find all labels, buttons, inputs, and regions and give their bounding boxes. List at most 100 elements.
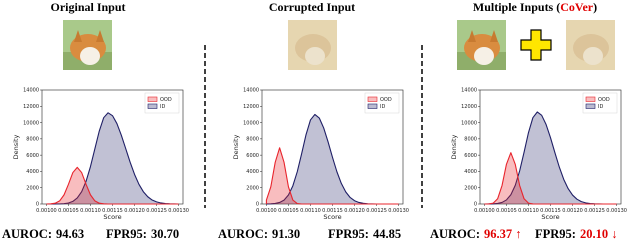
y-tick-label: 10000 — [23, 120, 39, 126]
title-part: Original Input — [50, 0, 125, 14]
x-tick-label: 0.00100 — [36, 208, 57, 214]
panel-title: Corrupted Input — [269, 0, 355, 14]
y-axis-label: Density — [12, 134, 20, 159]
y-tick-label: 0 — [474, 202, 477, 208]
x-tick-label: 0.00115 — [540, 208, 561, 214]
metric-value: 44.85 — [373, 227, 401, 241]
y-tick-label: 0 — [256, 202, 259, 208]
metric-label: AUROC: — [2, 227, 52, 241]
fpr95: FPR95: 30.70 — [106, 227, 179, 241]
x-axis-label: Score — [103, 213, 121, 221]
legend-swatch — [147, 96, 158, 102]
auroc: AUROC: 91.30 — [218, 227, 300, 241]
x-tick-label: 0.00105 — [496, 208, 517, 214]
plus-icon — [520, 29, 552, 61]
legend-swatch — [147, 103, 158, 109]
y-tick-label: 14000 — [23, 88, 39, 94]
corrupted-image — [288, 20, 337, 70]
metric-value: 30.70 — [151, 227, 179, 241]
y-tick-label: 10000 — [461, 120, 477, 126]
legend-label: OOD — [598, 97, 610, 103]
auroc: AUROC: 96.37 ↑ — [430, 227, 522, 241]
y-tick-label: 0 — [36, 202, 39, 208]
auroc: AUROC: 94.63 — [2, 227, 84, 241]
x-axis-label: Score — [541, 213, 559, 221]
legend-swatch — [585, 103, 596, 109]
metric-label: FPR95: — [106, 227, 147, 241]
y-tick-label: 12000 — [243, 104, 259, 110]
legend-label: OOD — [160, 97, 172, 103]
density-area — [265, 147, 399, 205]
legend-swatch — [585, 96, 596, 102]
y-tick-label: 8000 — [26, 137, 39, 143]
y-tick-label: 8000 — [246, 137, 259, 143]
y-tick-label: 4000 — [464, 169, 477, 175]
metric-label: FPR95: — [535, 227, 576, 241]
y-tick-label: 6000 — [246, 153, 259, 159]
x-tick-label: 0.00100 — [256, 208, 277, 214]
y-tick-label: 4000 — [246, 169, 259, 175]
x-tick-label: 0.00120 — [344, 208, 365, 214]
x-tick-label: 0.00130 — [606, 208, 627, 214]
x-tick-label: 0.00125 — [146, 208, 167, 214]
density-area — [46, 112, 179, 205]
y-tick-label: 2000 — [246, 185, 259, 191]
legend-label: ID — [598, 104, 603, 110]
corrupted-image — [566, 20, 615, 70]
metric-label: AUROC: — [430, 227, 480, 241]
x-tick-label: 0.00120 — [124, 208, 145, 214]
x-tick-label: 0.00110 — [80, 208, 101, 214]
y-tick-label: 6000 — [26, 153, 39, 159]
x-tick-label: 0.00115 — [322, 208, 343, 214]
metric-value: 94.63 — [56, 227, 84, 241]
dog-image — [63, 20, 112, 70]
x-tick-label: 0.00115 — [102, 208, 123, 214]
y-tick-label: 10000 — [243, 120, 259, 126]
y-tick-label: 6000 — [464, 153, 477, 159]
metric-value: 96.37 ↑ — [484, 227, 522, 241]
panel-title: Multiple Inputs (CoVer) — [473, 0, 597, 14]
title-part: CoVer — [560, 0, 594, 14]
y-tick-label: 14000 — [243, 88, 259, 94]
y-axis-label: Density — [450, 134, 458, 159]
dog-image — [457, 20, 506, 70]
y-tick-label: 4000 — [26, 169, 39, 175]
metric-value: 91.30 — [272, 227, 300, 241]
fpr95: FPR95: 20.10 ↓ — [535, 227, 617, 241]
legend-label: ID — [380, 104, 385, 110]
y-tick-label: 12000 — [23, 104, 39, 110]
x-tick-label: 0.00125 — [584, 208, 605, 214]
legend-box — [582, 92, 618, 114]
legend-label: OOD — [380, 97, 392, 103]
panel-title: Original Input — [50, 0, 125, 14]
metric-label: FPR95: — [328, 227, 369, 241]
legend-box — [364, 92, 400, 114]
legend-label: ID — [160, 104, 165, 110]
legend-swatch — [367, 103, 378, 109]
x-axis-label: Score — [323, 213, 341, 221]
y-axis-label: Density — [232, 134, 240, 159]
x-tick-label: 0.00105 — [58, 208, 79, 214]
x-tick-label: 0.00125 — [366, 208, 387, 214]
title-part: Multiple Inputs ( — [473, 0, 560, 14]
density-area — [46, 166, 179, 205]
legend-swatch — [367, 96, 378, 102]
y-tick-label: 2000 — [26, 185, 39, 191]
density-area — [484, 152, 617, 205]
x-tick-label: 0.00110 — [518, 208, 539, 214]
x-tick-label: 0.00130 — [388, 208, 409, 214]
metric-label: AUROC: — [218, 227, 268, 241]
x-tick-label: 0.00130 — [168, 208, 189, 214]
legend-box — [144, 92, 180, 114]
x-tick-label: 0.00120 — [562, 208, 583, 214]
y-tick-label: 8000 — [464, 137, 477, 143]
x-tick-label: 0.00110 — [300, 208, 321, 214]
fpr95: FPR95: 44.85 — [328, 227, 401, 241]
y-tick-label: 2000 — [464, 185, 477, 191]
y-tick-label: 12000 — [461, 104, 477, 110]
x-tick-label: 0.00105 — [278, 208, 299, 214]
